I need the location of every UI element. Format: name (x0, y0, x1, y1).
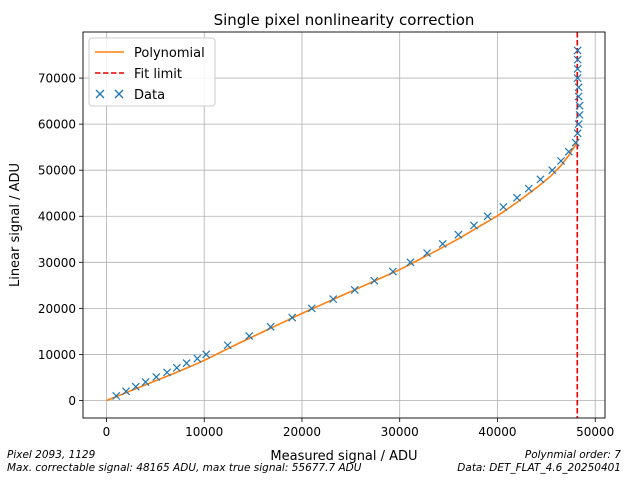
legend-box (88, 37, 216, 107)
pixel-coordinates-text: Pixel 2093, 1129 (7, 449, 96, 461)
data-point (574, 92, 583, 101)
data-point (438, 239, 447, 248)
data-point (573, 55, 582, 64)
data-point (575, 110, 584, 119)
x-tick-label: 20000 (283, 425, 321, 439)
data-point (329, 295, 338, 304)
data-point (182, 359, 191, 368)
legend-data-marker (95, 89, 124, 99)
data-point (288, 313, 297, 322)
y-axis-label: Linear signal / ADU (8, 163, 23, 287)
data-point (350, 285, 359, 294)
y-tick-label: 40000 (38, 210, 76, 224)
data-point (512, 193, 522, 202)
data-point (573, 74, 582, 83)
legend-polynomial-label: Polynomial (134, 46, 205, 61)
y-tick-label: 10000 (38, 348, 76, 362)
data-point (564, 147, 573, 156)
data-point (172, 363, 181, 372)
x-tick-label: 0 (103, 425, 111, 439)
y-tick-label: 50000 (38, 164, 76, 178)
data-source-text: Data: DET_FLAT_4.6_20250401 (457, 462, 621, 474)
x-tick-label: 10000 (185, 425, 223, 439)
data-point (121, 387, 131, 396)
data-point (524, 184, 533, 193)
data-point (573, 46, 582, 55)
data-point (571, 138, 580, 147)
data-point (388, 267, 397, 276)
data-point (245, 331, 254, 341)
legend-data-label: Data (134, 88, 165, 103)
data-point (370, 276, 379, 285)
data-point (141, 378, 150, 387)
legend: Polynomial Fit limit Data (88, 37, 216, 107)
polynomial-order-text: Polynmial order: 7 (524, 449, 621, 461)
y-tick-label: 20000 (38, 302, 76, 316)
data-point (574, 120, 583, 129)
data-point (423, 249, 432, 258)
data-point (193, 354, 202, 363)
data-point (573, 64, 582, 73)
data-point (202, 350, 211, 359)
data-point (266, 322, 275, 331)
x-tick-label: 50000 (576, 425, 614, 439)
y-tick-label: 70000 (38, 72, 76, 86)
grid (83, 32, 605, 418)
data-point (573, 129, 582, 138)
y-tick-label: 60000 (38, 118, 76, 132)
y-tick-label: 0 (68, 394, 76, 408)
data-point (131, 382, 140, 391)
axis-ticks: 0 10000 20000 30000 40000 50000 0 10000 20000 300… (38, 72, 615, 439)
x-axis-label: Measured signal / ADU (270, 449, 417, 464)
data-point (112, 391, 121, 400)
x-tick-label: 40000 (478, 425, 516, 439)
plot-series (106, 32, 584, 418)
data-point (499, 203, 508, 212)
plot-frame (82, 31, 606, 419)
legend-fit-limit-label: Fit limit (134, 67, 182, 82)
data-point (223, 341, 232, 350)
data-point (575, 101, 584, 110)
data-point (406, 258, 415, 267)
data-point (483, 212, 492, 221)
data-point (454, 230, 463, 239)
data-point (307, 304, 316, 313)
data-point (548, 166, 557, 175)
data-point (469, 221, 479, 230)
data-point (536, 175, 545, 184)
data-point (163, 368, 172, 377)
signal-summary-text: Max. correctable signal: 48165 ADU, max … (7, 462, 362, 474)
chart-title: Single pixel nonlinearity correction (214, 11, 475, 29)
y-tick-label: 30000 (38, 256, 76, 270)
data-point (556, 156, 566, 165)
x-tick-label: 30000 (381, 425, 419, 439)
data-point (152, 372, 161, 382)
footer-left: Pixel 2093, 1129 Max. correctable signal… (7, 449, 361, 475)
data-point (574, 83, 583, 92)
footer-right: Polynmial order: 7 Data: DET_FLAT_4.6_20… (457, 449, 621, 475)
